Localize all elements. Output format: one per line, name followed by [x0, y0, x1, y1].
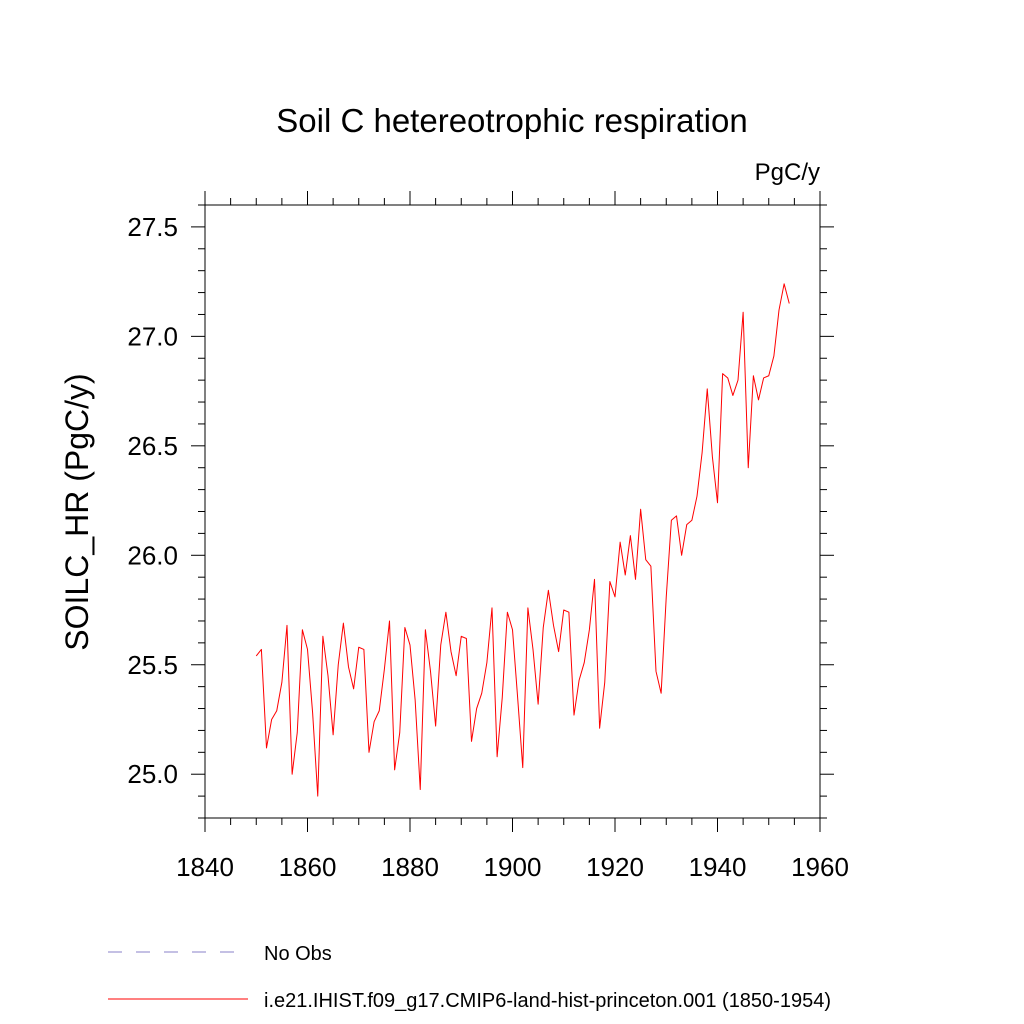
y-tick-label: 26.0: [127, 540, 178, 570]
x-axis-ticks: [204, 191, 821, 832]
y-axis-tick-labels: 25.0 25.5 26.0 26.5 27.0 27.5: [127, 212, 178, 789]
y-axis-ticks: [191, 204, 834, 819]
y-tick-label: 27.0: [127, 321, 178, 351]
series-line: [255, 283, 790, 797]
legend: No Obs i.e21.IHIST.f09_g17.CMIP6-land-his…: [108, 943, 831, 1012]
chart-title: Soil C hetereotrophic respiration: [276, 102, 747, 139]
y-axis-label: SOILC_HR (PgC/y): [59, 373, 95, 650]
y-tick-label: 25.0: [127, 759, 178, 789]
legend-label: i.e21.IHIST.f09_g17.CMIP6-land-hist-prin…: [264, 990, 831, 1012]
y-tick-label: 27.5: [127, 212, 178, 242]
x-tick-label: 1900: [484, 852, 542, 882]
y-tick-label: 26.5: [127, 431, 178, 461]
x-tick-label: 1960: [791, 852, 849, 882]
units-label: PgC/y: [755, 159, 820, 186]
legend-label: No Obs: [264, 943, 332, 965]
x-tick-label: 1920: [586, 852, 644, 882]
x-tick-label: 1880: [381, 852, 439, 882]
x-axis-tick-labels: 1840 1860 1880 1900 1920 1940 1960: [176, 852, 849, 882]
series-layer: [255, 283, 790, 797]
x-tick-label: 1840: [176, 852, 234, 882]
y-tick-label: 25.5: [127, 650, 178, 680]
x-tick-label: 1940: [689, 852, 747, 882]
x-tick-label: 1860: [279, 852, 337, 882]
